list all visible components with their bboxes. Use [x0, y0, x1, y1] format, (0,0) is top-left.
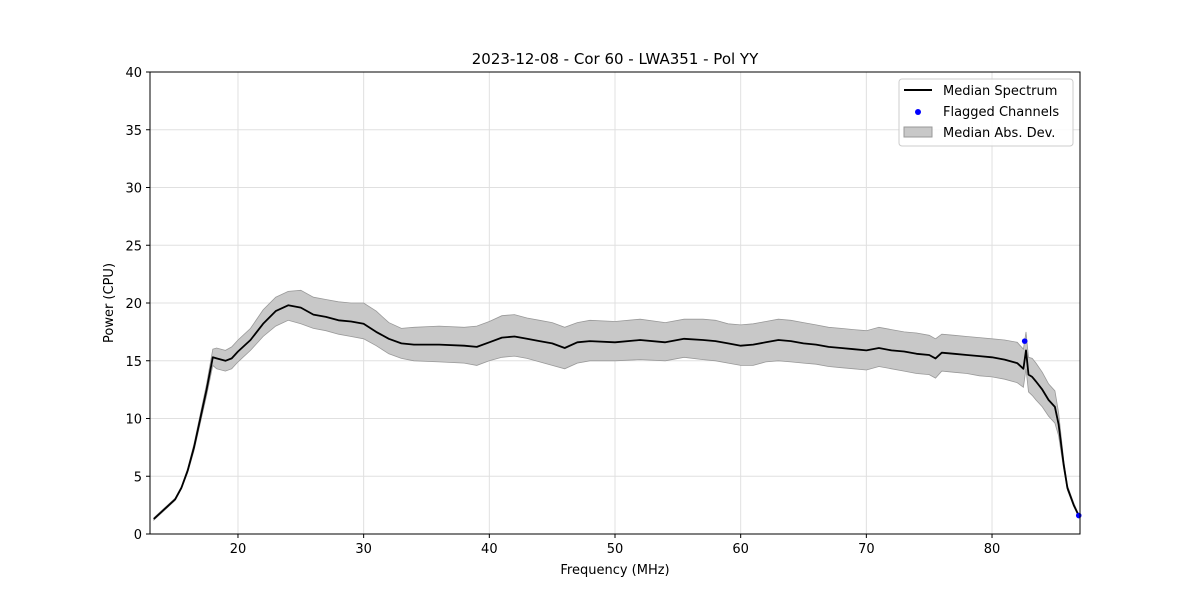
- x-tick-label: 20: [230, 542, 247, 557]
- y-tick-label: 30: [125, 182, 142, 197]
- legend-band-swatch: [903, 126, 933, 138]
- y-tick-label: 0: [134, 528, 142, 543]
- y-tick-label: 15: [125, 355, 142, 370]
- legend-dot-swatch: [915, 109, 921, 115]
- x-tick-label: 50: [607, 542, 624, 557]
- y-tick-label: 35: [125, 124, 142, 139]
- flagged-channel-point: [1075, 512, 1082, 519]
- x-tick-label: 80: [984, 542, 1001, 557]
- x-axis-ticks: 20 30 40 50 60 70 80: [230, 534, 1001, 557]
- legend-box: [898, 78, 1074, 147]
- legend: Median Spectrum Flagged Channels Median …: [898, 78, 1074, 147]
- y-axis-label: Power (CPU): [102, 263, 117, 343]
- legend-label-median-abs-dev: Median Abs. Dev.: [943, 126, 1055, 141]
- x-tick-label: 30: [355, 542, 372, 557]
- y-tick-label: 20: [125, 297, 142, 312]
- x-tick-label: 60: [732, 542, 749, 557]
- legend-label-flagged-channels: Flagged Channels: [943, 105, 1059, 120]
- median-abs-dev-band: [153, 289, 1080, 522]
- x-tick-label: 40: [481, 542, 498, 557]
- x-tick-label: 70: [858, 542, 875, 557]
- legend-label-median-spectrum: Median Spectrum: [943, 84, 1057, 99]
- median-abs-dev-band-group: [153, 289, 1080, 522]
- median-spectrum-line: [153, 304, 1080, 520]
- y-tick-label: 25: [125, 239, 142, 254]
- x-axis-label: Frequency (MHz): [560, 563, 669, 578]
- median-spectrum-group: [153, 304, 1080, 520]
- flagged-channel-point: [1021, 338, 1028, 344]
- y-tick-label: 40: [125, 66, 142, 81]
- y-axis-ticks: 0 5 10 15 20 25 30 35 40: [125, 66, 150, 543]
- chart-title: 2023-12-08 - Cor 60 - LWA351 - Pol YY: [472, 50, 759, 68]
- y-tick-label: 5: [134, 470, 142, 485]
- y-tick-label: 10: [125, 413, 142, 428]
